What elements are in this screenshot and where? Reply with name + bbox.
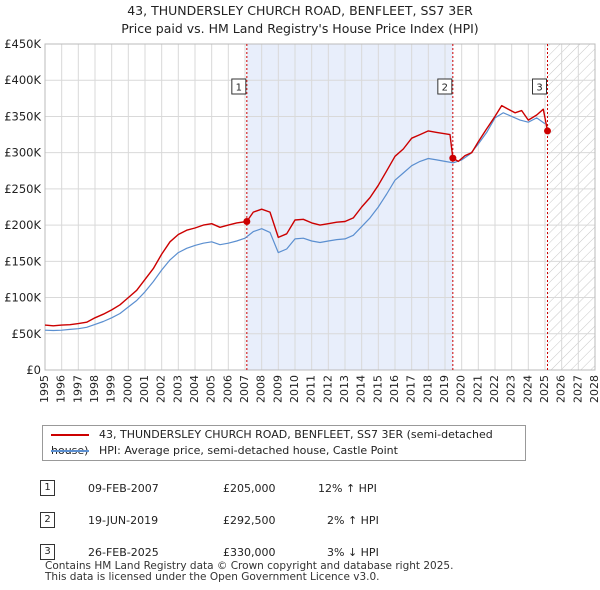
x-tick-label: 2000: [121, 375, 134, 403]
x-tick-label: 2016: [388, 375, 401, 403]
x-tick-label: 1995: [38, 375, 51, 403]
ownership-shade: [246, 44, 453, 370]
sale-number-cell: 1: [40, 472, 88, 504]
chart-title-block: 43, THUNDERSLEY CHURCH ROAD, BENFLEET, S…: [0, 2, 600, 38]
x-tick-label: 1997: [71, 375, 84, 403]
x-tick-label: 2003: [171, 375, 184, 403]
x-tick-label: 2028: [588, 375, 600, 403]
x-tick-label: 2020: [455, 375, 468, 403]
sale-price: £292,500: [223, 513, 276, 527]
table-row: 3 26-FEB-2025 £330,000 3% ↓ HPI: [40, 536, 379, 568]
x-tick-label: 1996: [55, 375, 68, 403]
x-tick-label: 2008: [255, 375, 268, 403]
x-tick-label: 2014: [355, 375, 368, 403]
y-tick-label: £250K: [4, 182, 41, 196]
sale-number-cell: 3: [40, 536, 88, 568]
table-row: 2 19-JUN-2019 £292,500 2% ↑ HPI: [40, 504, 379, 536]
sale-date: 09-FEB-2007: [88, 481, 159, 495]
sale-price: £205,000: [223, 481, 276, 495]
sale-point: [449, 154, 457, 162]
sale-number-badge: 3: [40, 544, 55, 560]
x-tick-label: 2017: [405, 375, 418, 403]
sale-price: £330,000: [223, 545, 276, 559]
sale-label-box: [437, 78, 453, 95]
legend: 43, THUNDERSLEY CHURCH ROAD, BENFLEET, S…: [42, 425, 526, 461]
table-row: 1 09-FEB-2007 £205,000 12% ↑ HPI: [40, 472, 379, 504]
y-tick-label: £100K: [4, 291, 41, 305]
legend-item-hpi: HPI: Average price, semi-detached house,…: [51, 443, 398, 459]
sale-date: 19-JUN-2019: [88, 513, 159, 527]
sale-label-text: 1: [236, 83, 242, 94]
x-tick-label: 2007: [238, 375, 251, 403]
y-tick-label: £350K: [4, 109, 41, 123]
legend-swatch-hpi: [51, 450, 89, 452]
x-tick-label: 2001: [138, 375, 151, 403]
sale-number-badge: 1: [40, 480, 55, 496]
x-tick-label: 2023: [505, 375, 518, 403]
sale-hpi-diff: 2% ↑ HPI: [327, 513, 379, 527]
chart-title: 43, THUNDERSLEY CHURCH ROAD, BENFLEET, S…: [127, 3, 473, 18]
sale-label-box: [231, 78, 247, 95]
series-line-hpi: [44, 112, 546, 332]
x-tick-label: 2004: [188, 375, 201, 403]
x-tick-label: 2011: [305, 375, 318, 403]
y-tick-label: £50K: [12, 327, 42, 341]
sale-number-cell: 2: [40, 504, 88, 536]
y-tick-label: £0: [26, 363, 41, 377]
x-tick-label: 2013: [338, 375, 351, 403]
sale-label-box: [532, 78, 547, 95]
y-tick-label: £300K: [4, 146, 41, 160]
x-tick-label: 2021: [471, 375, 484, 403]
x-tick-label: 2027: [571, 375, 584, 403]
sales-table: 1 09-FEB-2007 £205,000 12% ↑ HPI 2 19-JU…: [40, 472, 379, 568]
x-tick-label: 2018: [421, 375, 434, 403]
legend-swatch-property: [51, 434, 89, 436]
footer-copyright: Contains HM Land Registry data © Crown c…: [45, 560, 454, 572]
sale-label-text: 3: [536, 83, 542, 94]
x-tick-label: 2015: [371, 375, 384, 403]
sale-number-badge: 2: [40, 512, 55, 528]
x-tick-label: 1999: [105, 375, 118, 403]
x-tick-label: 2006: [221, 375, 234, 403]
x-tick-label: 1998: [88, 375, 101, 403]
x-tick-label: 2019: [438, 375, 451, 403]
forecast-hatch: [547, 44, 595, 370]
plot-border: [44, 43, 596, 371]
x-tick-label: 2010: [288, 375, 301, 403]
sale-date: 26-FEB-2025: [88, 545, 159, 559]
chart-subtitle: Price paid vs. HM Land Registry's House …: [121, 21, 479, 36]
x-tick-label: 2022: [488, 375, 501, 403]
y-tick-label: £150K: [4, 254, 41, 268]
x-tick-label: 2009: [271, 375, 284, 403]
y-tick-label: £400K: [4, 73, 41, 87]
footer-licence: This data is licensed under the Open Gov…: [45, 571, 380, 583]
legend-label-hpi: HPI: Average price, semi-detached house,…: [99, 444, 398, 457]
x-tick-label: 2025: [538, 375, 551, 403]
y-tick-label: £200K: [4, 218, 41, 232]
y-tick-label: £450K: [4, 37, 41, 51]
series-line-property: [44, 104, 549, 327]
price-chart: £0 £50K £100K £150K £200K £250K £300K £350K £400…: [4, 37, 600, 403]
legend-item-property: 43, THUNDERSLEY CHURCH ROAD, BENFLEET, S…: [51, 427, 525, 457]
x-tick-label: 2026: [555, 375, 568, 403]
x-tick-label: 2002: [155, 375, 168, 403]
sale-label-text: 2: [442, 83, 448, 94]
x-tick-label: 2012: [321, 375, 334, 403]
sale-hpi-diff: 12% ↑ HPI: [318, 481, 377, 495]
x-tick-label: 2005: [205, 375, 218, 403]
footer: Contains HM Land Registry data © Crown c…: [45, 561, 453, 583]
sale-point: [243, 217, 251, 225]
sale-point: [544, 127, 551, 135]
x-tick-label: 2024: [521, 375, 534, 403]
sale-hpi-diff: 3% ↓ HPI: [327, 545, 379, 559]
